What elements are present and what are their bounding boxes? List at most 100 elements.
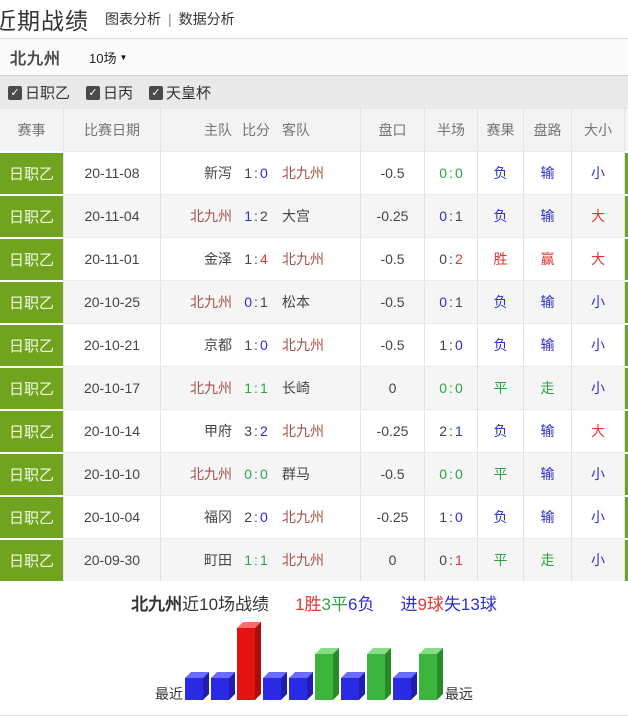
result-cell: 平: [477, 366, 523, 409]
score-colon: :: [449, 165, 453, 181]
away-team-cell: 北九州: [272, 409, 360, 452]
score-colon: :: [254, 165, 258, 181]
result-bar-5-负: [289, 672, 313, 700]
result-bar-10-平: [419, 648, 443, 700]
score-colon: :: [254, 552, 258, 568]
summary-text: 北九州 近10场战绩 1胜 3平 6负 进 9球 失13球: [0, 581, 628, 623]
date-cell: 20-11-01: [63, 237, 160, 280]
result-cell: 负: [477, 280, 523, 323]
away-goals: 0: [454, 337, 463, 353]
results-table: 赛事 比赛日期 主队 比分 客队 盘口 半场 赛果 盘路 大小 日职乙 20-11-08 新泻 1:0 北…: [0, 109, 628, 581]
overunder-cell: 小: [571, 538, 624, 581]
filter-label: 日职乙: [25, 85, 71, 102]
score-cell: 1:2: [240, 194, 272, 237]
handicap-result-cell: 输: [523, 280, 571, 323]
league-cell: 日职乙: [0, 495, 63, 538]
away-goals: 1: [454, 208, 463, 224]
away-goals: 2: [259, 208, 268, 224]
home-team-cell: 北九州: [160, 280, 240, 323]
col-halftime: 半场: [424, 109, 477, 151]
date-cell: 20-11-08: [63, 151, 160, 194]
handicap-result-cell: 输: [523, 452, 571, 495]
result-cell: 负: [477, 194, 523, 237]
handicap-cell: -0.5: [360, 237, 424, 280]
away-goals: 1: [259, 294, 268, 310]
score-colon: :: [254, 337, 258, 353]
score-colon: :: [449, 251, 453, 267]
table-row: 日职乙 20-09-30 町田 1:1 北九州 0 0:1 平走小: [0, 538, 628, 581]
away-goals: 4: [259, 251, 268, 267]
away-goals: 1: [259, 380, 268, 396]
away-team-cell: 松本: [272, 280, 360, 323]
home-team-cell: 新泻: [160, 151, 240, 194]
away-goals: 0: [259, 509, 268, 525]
filter-checkbox-1[interactable]: ✓ 日职乙: [8, 82, 70, 103]
score-cell: 1:4: [240, 237, 272, 280]
halftime-cell: 1:0: [424, 495, 477, 538]
edge-strip-cell: [624, 366, 628, 409]
score-colon: :: [254, 294, 258, 310]
handicap-cell: -0.5: [360, 151, 424, 194]
col-handicap: 盘口: [360, 109, 424, 151]
overunder-cell: 小: [571, 366, 624, 409]
results-bar-chart: 最近 最远: [0, 622, 628, 714]
edge-strip-cell: [624, 194, 628, 237]
handicap-cell: -0.25: [360, 495, 424, 538]
league-cell: 日职乙: [0, 323, 63, 366]
edge-strip-cell: [624, 452, 628, 495]
score-cell: 2:0: [240, 495, 272, 538]
score-cell: 1:0: [240, 151, 272, 194]
away-team-cell: 北九州: [272, 538, 360, 581]
home-goals: 1: [244, 337, 253, 353]
score-colon: :: [449, 294, 453, 310]
filter-checkbox-3[interactable]: ✓ 天皇杯: [149, 82, 211, 103]
league-cell: 日职乙: [0, 151, 63, 194]
score-colon: :: [254, 509, 258, 525]
caret-down-icon: ▼: [119, 52, 128, 62]
filter-checkbox-2[interactable]: ✓ 日丙: [86, 82, 133, 103]
date-cell: 20-11-04: [63, 194, 160, 237]
summary-part: 9球: [417, 594, 444, 614]
halftime-cell: 1:0: [424, 323, 477, 366]
match-count-dropdown[interactable]: 10场 ▼: [89, 48, 127, 67]
away-team-cell: 大宫: [272, 194, 360, 237]
summary-part: 近10场战绩: [182, 594, 270, 614]
home-goals: 1: [244, 165, 253, 181]
league-filter-row: ✓ 日职乙 ✓ 日丙 ✓ 天皇杯: [0, 75, 628, 109]
table-row: 日职乙 20-11-08 新泻 1:0 北九州 -0.5 0:0 负输小: [0, 151, 628, 194]
overunder-cell: 小: [571, 323, 624, 366]
home-team-cell: 京都: [160, 323, 240, 366]
home-goals: 0: [244, 294, 253, 310]
halftime-cell: 0:1: [424, 194, 477, 237]
away-team-cell: 北九州: [272, 323, 360, 366]
team-selector-row: 北九州 10场 ▼: [0, 38, 628, 75]
result-cell: 平: [477, 538, 523, 581]
league-cell: 日职乙: [0, 538, 63, 581]
handicap-result-cell: 输: [523, 151, 571, 194]
tab-chart-analysis[interactable]: 图表分析: [105, 11, 161, 27]
league-cell: 日职乙: [0, 237, 63, 280]
overunder-cell: 小: [571, 151, 624, 194]
check-icon: ✓: [86, 85, 101, 100]
match-count-value: 10场: [89, 50, 117, 66]
table-header-row: 赛事 比赛日期 主队 比分 客队 盘口 半场 赛果 盘路 大小: [0, 109, 628, 151]
overunder-cell: 小: [571, 452, 624, 495]
score-colon: :: [254, 251, 258, 267]
home-team-cell: 町田: [160, 538, 240, 581]
away-goals: 0: [454, 509, 463, 525]
away-goals: 0: [259, 337, 268, 353]
home-team-cell: 北九州: [160, 452, 240, 495]
tab-data-analysis[interactable]: 数据分析: [178, 11, 235, 27]
home-goals: 0: [439, 165, 448, 181]
away-goals: 1: [454, 552, 463, 568]
col-result: 赛果: [477, 109, 523, 151]
col-size: 大小: [571, 109, 624, 151]
chart-label-farthest: 最远: [445, 686, 473, 702]
table-row: 日职乙 20-10-04 福冈 2:0 北九州 -0.25 1:0 负输小: [0, 495, 628, 538]
summary-part: 失13球: [443, 594, 497, 614]
halftime-cell: 0:0: [424, 151, 477, 194]
handicap-cell: 0: [360, 538, 424, 581]
col-home: 主队: [160, 109, 240, 151]
edge-strip-cell: [624, 280, 628, 323]
edge-strip-cell: [624, 538, 628, 581]
